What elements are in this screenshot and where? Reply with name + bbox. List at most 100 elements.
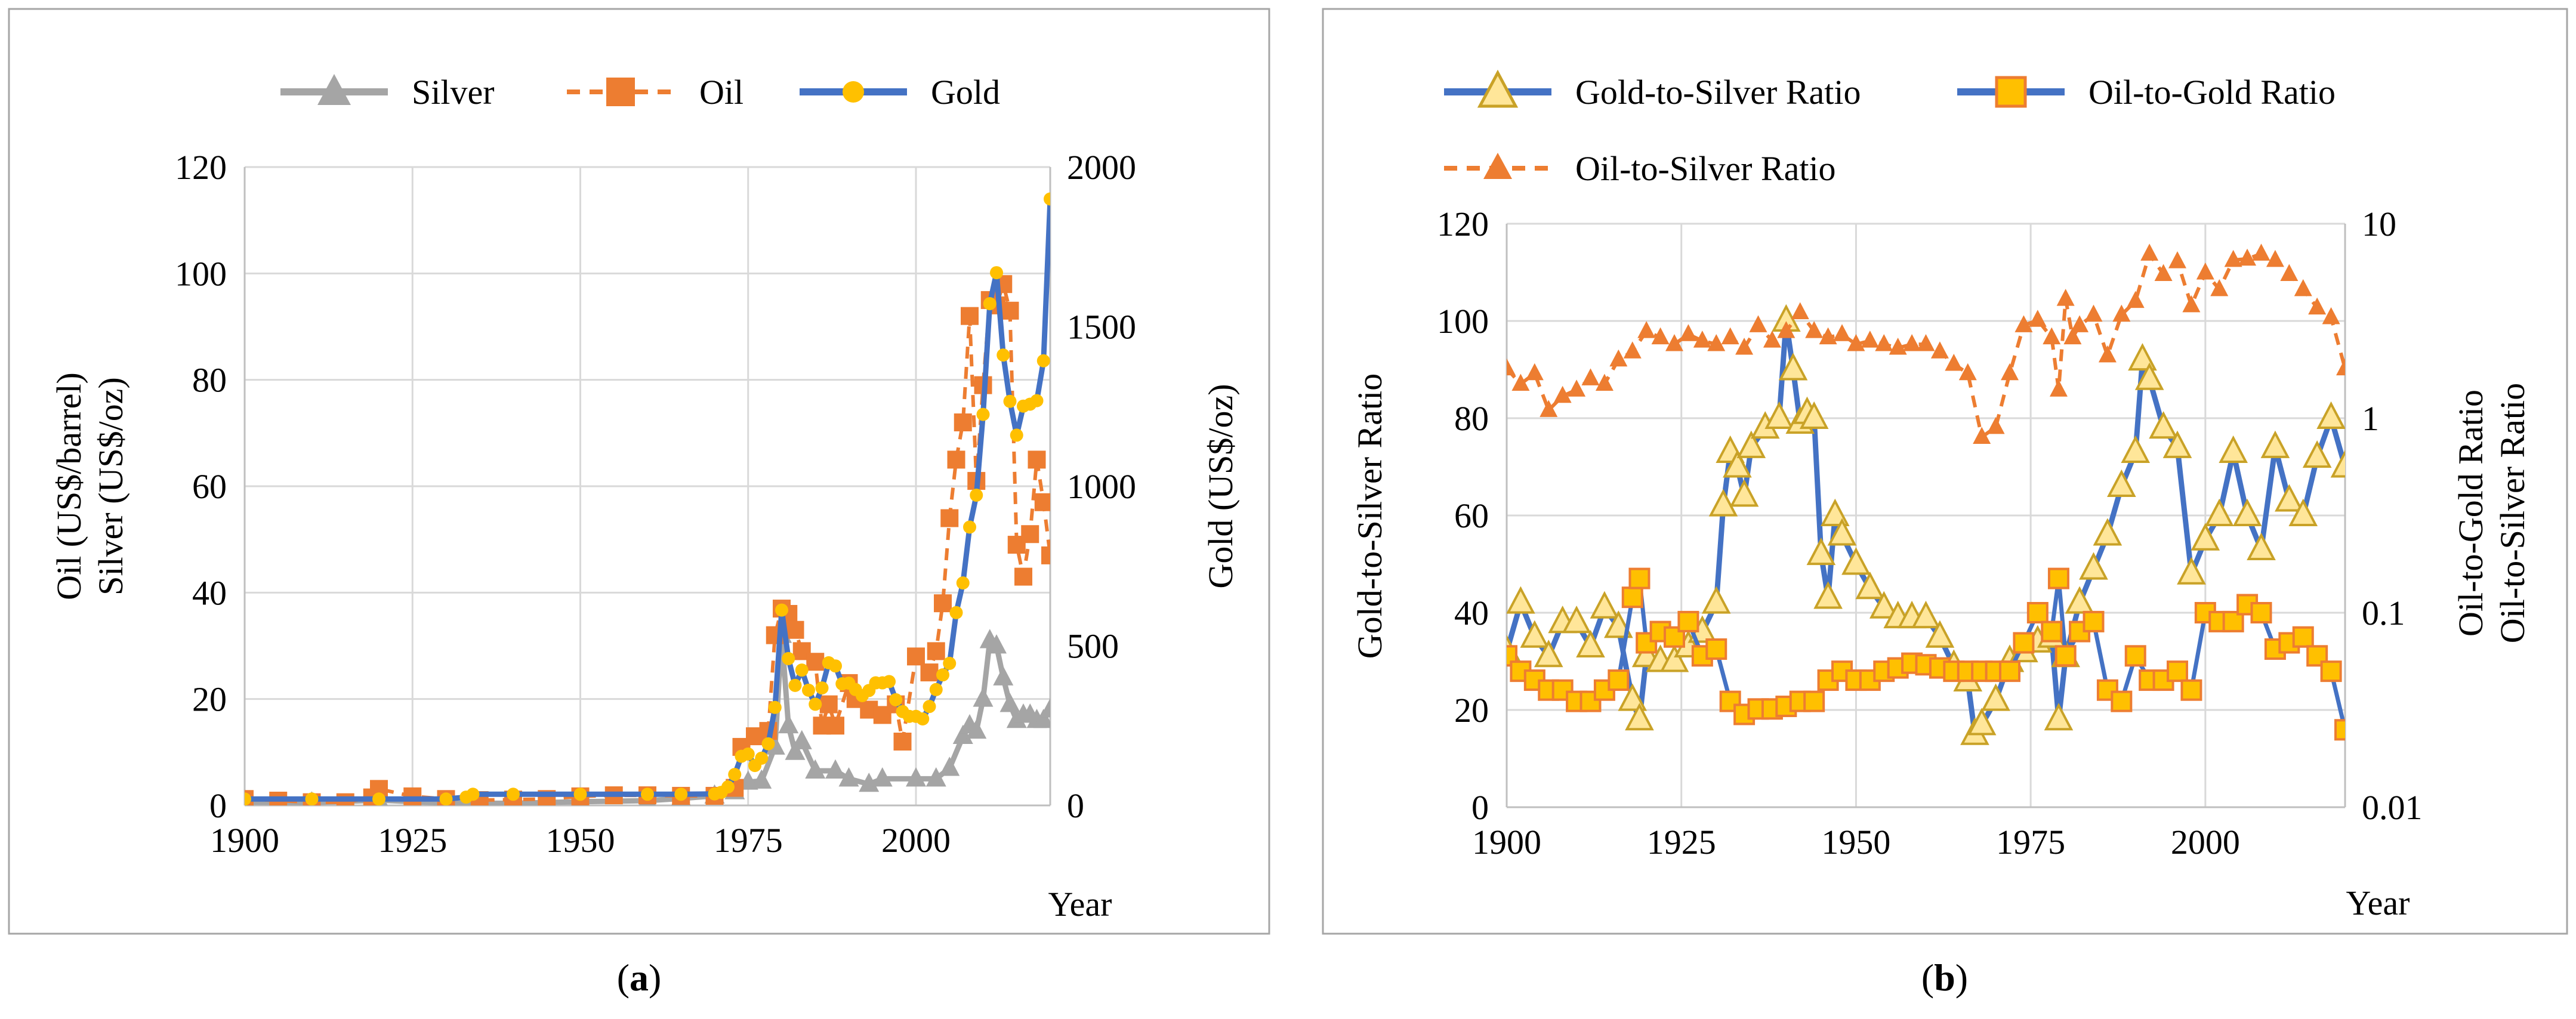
point-a-silver-1990 bbox=[838, 767, 859, 787]
y-tick-a-20: 20 bbox=[192, 680, 227, 719]
point-b-oil-to-silver-ratio-1988 bbox=[2112, 304, 2131, 322]
point-b-gold-to-silver-ratio-1994 bbox=[2149, 411, 2178, 439]
legend-item-silver[interactable]: Silver bbox=[280, 73, 495, 112]
point-a-silver-1995 bbox=[872, 767, 893, 787]
point-b-gold-to-silver-ratio-1910 bbox=[1562, 606, 1591, 634]
point-a-gold-2005 bbox=[943, 656, 957, 670]
point-b-oil-to-silver-ratio-1920 bbox=[1637, 321, 1656, 338]
point-a-gold-2003 bbox=[929, 683, 943, 696]
point-b-oil-to-silver-ratio-1948 bbox=[1833, 324, 1851, 341]
legend-item-gold-to-silver[interactable]: Gold-to-Silver Ratio bbox=[1444, 69, 1861, 112]
x-tick-a-1900: 1900 bbox=[210, 821, 279, 860]
panel-a: 0 20 40 60 80 100 120 1900 1925 1950 1975 2000 0 500 1… bbox=[8, 8, 1270, 999]
point-a-oil-2014 bbox=[1001, 301, 1019, 320]
point-a-oil-2006 bbox=[947, 450, 965, 469]
point-b-oil-to-gold-ratio-1916 bbox=[1608, 669, 1630, 691]
legend-a: Silver Oil Gold bbox=[280, 73, 1000, 112]
point-a-gold-1980 bbox=[775, 603, 788, 617]
point-b-oil-to-silver-ratio-1976 bbox=[2028, 310, 2047, 327]
y2-tick-b-0_1: 0.1 bbox=[2362, 594, 2405, 632]
point-b-gold-to-silver-ratio-1946 bbox=[1813, 581, 1843, 609]
y2-tick-b-1: 1 bbox=[2362, 399, 2379, 438]
legend-item-gold[interactable]: Gold bbox=[800, 73, 1000, 112]
point-b-gold-to-silver-ratio-1986 bbox=[2093, 518, 2122, 546]
y2-tick-b-0_01: 0.01 bbox=[2362, 788, 2423, 827]
point-a-gold-1986 bbox=[815, 681, 829, 695]
legend-item-oil-to-silver[interactable]: Oil-to-Silver Ratio bbox=[1444, 149, 1836, 188]
point-b-oil-to-silver-ratio-1996 bbox=[2168, 251, 2186, 268]
caption-b-open: ( bbox=[1921, 956, 1934, 999]
point-a-gold-1930 bbox=[439, 792, 453, 805]
point-b-gold-to-silver-ratio-1952 bbox=[1855, 572, 1885, 600]
point-b-oil-to-silver-ratio-2014 bbox=[2294, 279, 2312, 297]
x-tick-a-2000: 2000 bbox=[881, 821, 951, 860]
point-b-oil-to-gold-ratio-1979 bbox=[2047, 567, 2069, 589]
point-b-gold-to-silver-ratio-1970 bbox=[1981, 683, 2010, 711]
caption-b: (b) bbox=[1921, 956, 1968, 999]
point-a-oil-2005 bbox=[940, 509, 959, 527]
point-a-silver-1981 bbox=[778, 714, 799, 734]
point-b-oil-to-silver-ratio-1946 bbox=[1819, 327, 1837, 345]
x-axis-label-a: Year bbox=[1048, 885, 1112, 924]
point-b-gold-to-silver-ratio-1904 bbox=[1520, 620, 1550, 648]
y-tick-b-120: 120 bbox=[1437, 205, 1489, 243]
point-a-gold-1920 bbox=[372, 792, 385, 805]
legend-b: Gold-to-Silver Ratio Oil-to-Gold Ratio O… bbox=[1444, 69, 2336, 188]
point-b-oil-to-gold-ratio-1974 bbox=[2013, 632, 2035, 654]
point-b-oil-to-silver-ratio-2002 bbox=[2210, 279, 2229, 297]
point-b-oil-to-silver-ratio-1952 bbox=[1861, 331, 1879, 348]
point-a-gold-2011 bbox=[983, 297, 997, 310]
caption-a: (a) bbox=[617, 956, 662, 999]
point-a-oil-2017 bbox=[1021, 525, 1039, 544]
point-a-gold-1940 bbox=[507, 788, 520, 801]
legend-item-oil[interactable]: Oil bbox=[567, 73, 744, 112]
point-a-oil-2016 bbox=[1014, 567, 1032, 586]
y-tick-a-80: 80 bbox=[192, 361, 227, 400]
point-b-oil-to-silver-ratio-1932 bbox=[1721, 327, 1739, 345]
point-a-oil-2018 bbox=[1028, 450, 1046, 469]
point-a-silver-2014 bbox=[999, 693, 1020, 712]
point-b-oil-to-gold-ratio-1990 bbox=[2124, 645, 2146, 667]
legend-item-oil-to-gold[interactable]: Oil-to-Gold Ratio bbox=[1957, 73, 2336, 112]
point-b-gold-to-silver-ratio-1919 bbox=[1625, 703, 1654, 731]
point-b-gold-to-silver-ratio-1991 bbox=[2128, 342, 2157, 371]
series-b-oil-to-silver-ratio bbox=[1507, 243, 2345, 444]
point-a-oil-2019 bbox=[1034, 493, 1050, 511]
point-b-oil-to-silver-ratio-1998 bbox=[2182, 295, 2201, 313]
point-b-oil-to-gold-ratio-1984 bbox=[2083, 610, 2105, 632]
point-b-oil-to-silver-ratio-1978 bbox=[2043, 327, 2061, 345]
point-a-silver-1982 bbox=[785, 740, 806, 760]
caption-b-letter: b bbox=[1934, 956, 1955, 999]
point-a-gold-1984 bbox=[802, 683, 815, 697]
panel-b-frame bbox=[1322, 8, 2568, 935]
point-b-oil-to-silver-ratio-1914 bbox=[1595, 373, 1614, 391]
caption-a-open: ( bbox=[617, 956, 630, 999]
point-b-oil-to-silver-ratio-1970 bbox=[1986, 416, 2005, 434]
point-b-oil-to-gold-ratio-1976 bbox=[2026, 602, 2049, 623]
point-a-silver-2020 bbox=[1040, 698, 1050, 718]
caption-b-close: ) bbox=[1955, 956, 1968, 999]
point-b-oil-to-silver-ratio-2012 bbox=[2280, 264, 2299, 282]
y-tick-a-120: 120 bbox=[175, 148, 227, 187]
point-a-gold-2010 bbox=[976, 407, 990, 421]
point-b-gold-to-silver-ratio-1996 bbox=[2162, 430, 2192, 458]
point-b-oil-to-gold-ratio-1944 bbox=[1803, 690, 1825, 712]
point-b-oil-to-silver-ratio-1968 bbox=[1973, 427, 1991, 444]
point-a-oil-2004 bbox=[934, 594, 952, 613]
point-b-oil-to-silver-ratio-1994 bbox=[2154, 264, 2173, 282]
point-b-gold-to-silver-ratio-1918 bbox=[1618, 683, 1648, 711]
point-b-gold-to-silver-ratio-1945 bbox=[1806, 537, 1836, 566]
point-a-oil-2008 bbox=[961, 307, 979, 325]
point-b-gold-to-silver-ratio-1939 bbox=[1764, 401, 1794, 429]
y-tick-b-100: 100 bbox=[1437, 302, 1489, 341]
x-tick-b-1975: 1975 bbox=[1996, 823, 2065, 861]
point-b-gold-to-silver-ratio-1935 bbox=[1736, 430, 1766, 458]
point-b-gold-to-silver-ratio-2008 bbox=[2247, 532, 2276, 561]
point-a-gold-2001 bbox=[916, 712, 930, 726]
point-b-oil-to-silver-ratio-1960 bbox=[1917, 334, 1935, 351]
point-b-oil-to-silver-ratio-2008 bbox=[2252, 243, 2270, 261]
point-a-oil-2003 bbox=[927, 642, 945, 660]
point-a-silver-2007 bbox=[952, 724, 973, 745]
point-b-gold-to-silver-ratio-1941 bbox=[1778, 353, 1808, 381]
panel-b: 0 20 40 60 80 100 120 1900 1925 1950 1975 2000 0.01 0… bbox=[1322, 8, 2568, 999]
